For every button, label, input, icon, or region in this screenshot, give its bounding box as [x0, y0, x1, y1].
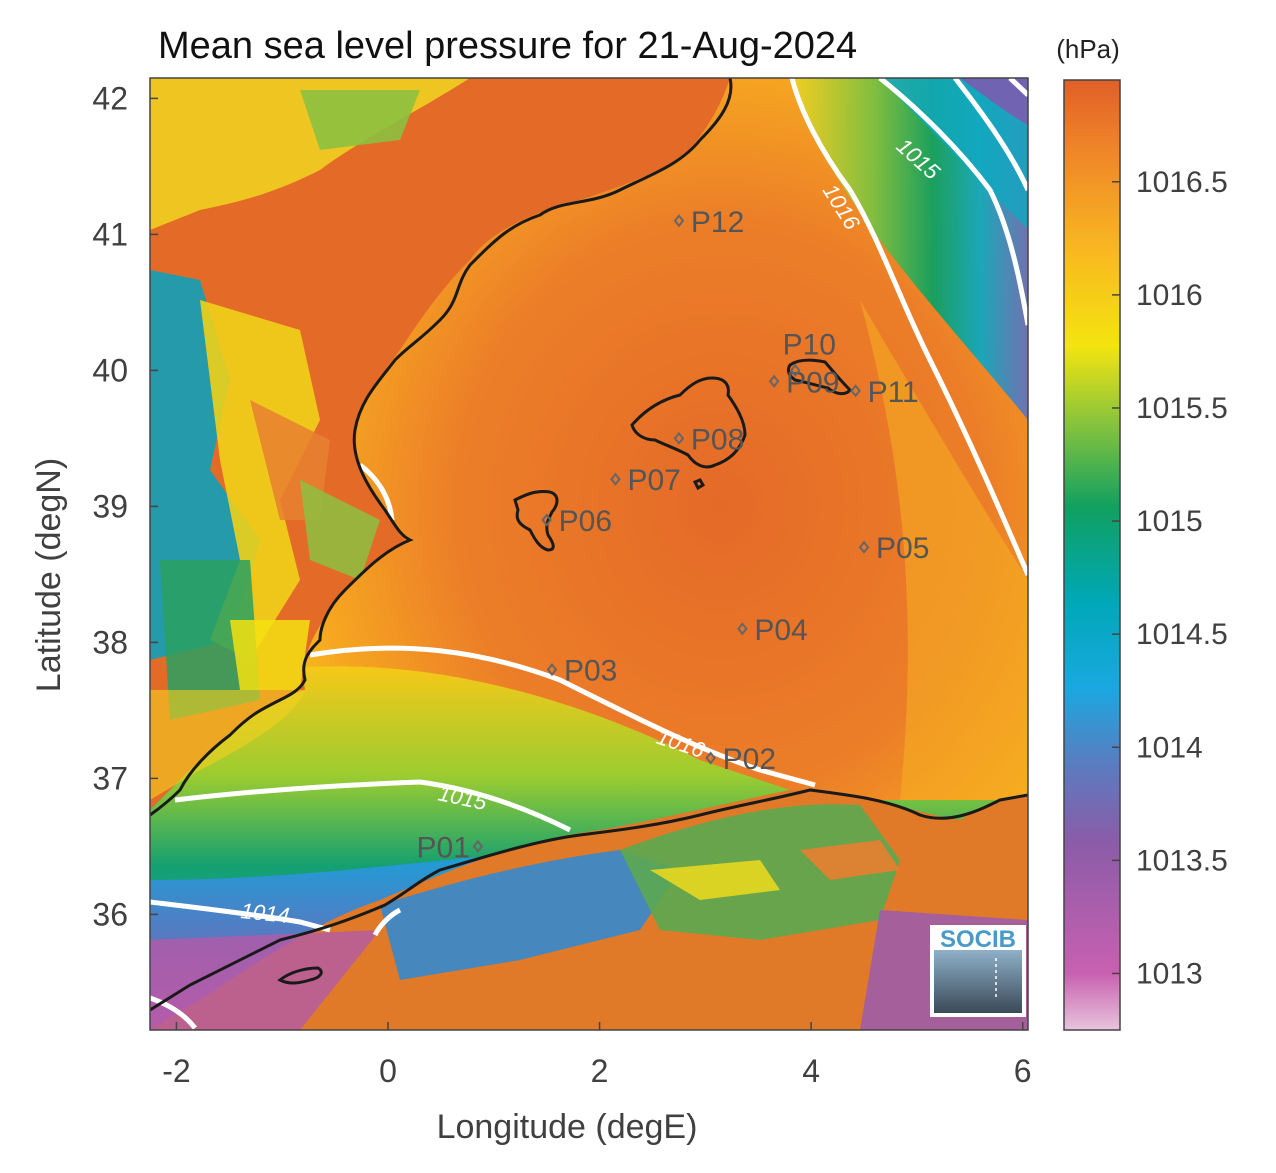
station-marker-p04 — [737, 622, 748, 636]
station-label-p09: P09 — [786, 366, 839, 399]
station-label-p11: P11 — [868, 376, 919, 409]
station-p01: P01 — [417, 831, 484, 864]
colorbar: (hPa) 1016.5 1016 1015.5 1015 1014.5 1014 1013… — [1056, 34, 1228, 1031]
colorbar-tick-label-4: 1014.5 — [1136, 618, 1228, 651]
socib-logo-text: SOCIB — [940, 926, 1016, 953]
contour-label-1014: 1014 — [239, 898, 290, 928]
station-label-p05: P05 — [876, 532, 929, 565]
station-label-p08: P08 — [691, 423, 744, 456]
y-tick-label-4: 40 — [92, 352, 128, 388]
socib-logo: SOCIB — [930, 925, 1026, 1017]
station-p07: P07 — [610, 464, 681, 497]
colorbar-tick-label-5: 1014 — [1136, 731, 1203, 764]
station-p04: P04 — [737, 614, 808, 647]
station-p03: P03 — [546, 655, 617, 688]
colorbar-tick-label-7: 1013 — [1136, 957, 1203, 990]
station-p06: P06 — [541, 505, 612, 538]
colorbar-unit: (hPa) — [1056, 34, 1120, 64]
x-tick-label-0: -2 — [162, 1053, 190, 1089]
station-label-p10: P10 — [783, 328, 836, 361]
station-p11: P11 — [850, 376, 919, 409]
station-marker-p12 — [673, 214, 685, 228]
colorbar-ticks: 1016.5 1016 1015.5 1015 1014.5 1014 1013.5 1013 — [1112, 166, 1228, 990]
station-p08: P08 — [673, 423, 744, 456]
station-points: P01 P02 P03 P04 P05 P06 P07 P08 P09 P10 P11 P12 — [417, 206, 930, 865]
station-marker-p05 — [858, 540, 870, 554]
map-frame — [149, 77, 1029, 1031]
station-p10: P10 — [783, 328, 836, 378]
x-tick-label-1: 0 — [379, 1053, 397, 1089]
station-label-p07: P07 — [627, 464, 680, 497]
station-marker-p10 — [789, 363, 801, 378]
station-p09: P09 — [768, 366, 840, 399]
y-tick-label-3: 39 — [92, 488, 128, 524]
y-tick-label-5: 41 — [92, 216, 128, 252]
station-marker-p02 — [705, 751, 716, 765]
station-label-p03: P03 — [564, 655, 617, 688]
station-marker-p01 — [472, 839, 484, 854]
colorbar-tick-label-0: 1016.5 — [1136, 166, 1228, 199]
y-tick-label-2: 38 — [92, 624, 128, 660]
station-marker-p09 — [768, 374, 780, 388]
y-axis-label: Latitude (degN) — [30, 458, 68, 692]
pressure-field — [150, 78, 1028, 1030]
isobar-contours — [150, 78, 1028, 1030]
station-label-p04: P04 — [754, 614, 807, 647]
colorbar-tick-label-2: 1015.5 — [1136, 392, 1228, 425]
colorbar-ramp — [1063, 79, 1121, 1031]
station-p12: P12 — [673, 206, 744, 239]
station-marker-p11 — [850, 384, 861, 398]
station-label-p12: P12 — [691, 206, 744, 239]
station-marker-p06 — [541, 513, 552, 527]
x-tick-label-4: 6 — [1014, 1053, 1032, 1089]
y-tick-label-0: 36 — [92, 896, 128, 932]
map-title: Mean sea level pressure for 21-Aug-2024 — [158, 25, 857, 67]
y-tick-label-1: 37 — [92, 760, 128, 796]
station-p05: P05 — [858, 532, 929, 565]
y-axis-ticks: 36 37 38 39 40 41 42 — [92, 80, 158, 932]
colorbar-tick-label-1: 1016 — [1136, 279, 1203, 312]
station-label-p02: P02 — [723, 743, 776, 776]
station-label-p06: P06 — [559, 505, 612, 538]
station-marker-p07 — [610, 472, 621, 486]
y-tick-label-6: 42 — [92, 80, 128, 116]
colorbar-tick-label-6: 1013.5 — [1136, 844, 1228, 877]
x-axis-ticks: -2 0 2 4 6 — [162, 1022, 1032, 1089]
station-marker-p03 — [546, 662, 558, 677]
colorbar-tick-label-3: 1015 — [1136, 505, 1203, 538]
station-marker-p08 — [673, 431, 685, 446]
x-axis-label: Longitude (degE) — [437, 1108, 698, 1146]
x-tick-label-3: 4 — [802, 1053, 820, 1089]
station-p02: P02 — [705, 743, 776, 776]
station-label-p01: P01 — [417, 831, 470, 864]
x-tick-label-2: 2 — [591, 1053, 609, 1089]
coastlines — [150, 78, 1028, 1012]
